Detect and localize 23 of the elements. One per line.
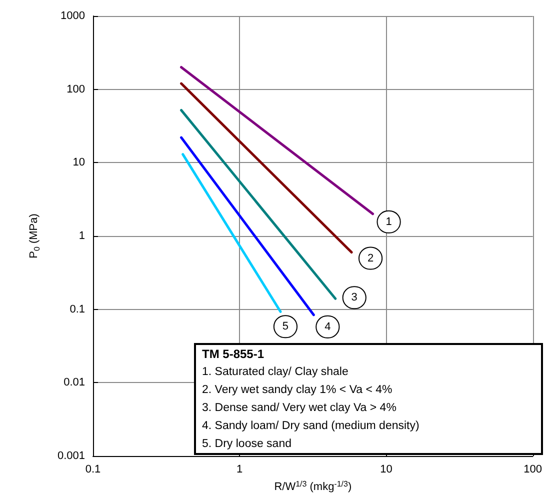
series-label: 1 [386,216,392,228]
annotation: 4. Sandy loam/ Dry sand (medium density) [202,419,420,434]
annotation: 3. Dense sand/ Very wet clay Va > 4% [202,401,398,416]
x-tick-label: 10 [380,464,392,476]
series-label: 3 [351,292,358,304]
series-label: 4 [324,320,331,333]
y-axis-title: P0 (MPa) [28,214,42,258]
series-label: 2 [367,252,374,264]
y-tick-label: 1000 [60,10,85,22]
annotation: 1. Saturated clay/ Clay shale [202,365,350,380]
y-tick-label: 0.001 [57,450,85,462]
y-tick-label: 0.01 [64,376,85,389]
y-tick-label: 1 [78,230,85,242]
annotation: 2. Very wet sandy clay 1% < Va < 4% [202,383,394,398]
annotation: 5. Dry loose sand [202,437,292,452]
series-label: 5 [282,320,289,333]
x-tick-label: 100 [524,464,542,476]
y-tick-label: 100 [66,83,85,96]
x-tick-label: 0.1 [85,464,101,476]
annotation: TM 5-855-1 [202,346,266,363]
x-tick-label: 1 [236,464,243,476]
y-tick-label: 10 [72,156,85,169]
y-tick-label: 0.1 [70,303,85,316]
